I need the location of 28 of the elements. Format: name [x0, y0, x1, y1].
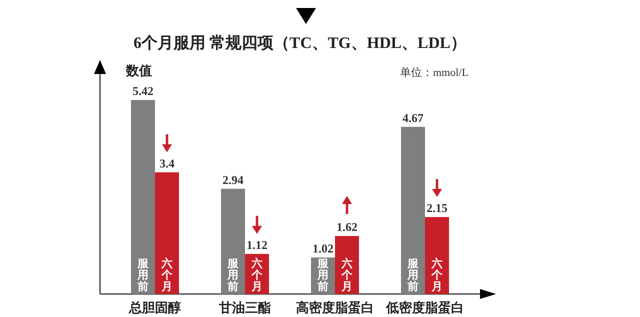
text: 六个月 — [252, 258, 262, 293]
y-axis-title: 数值 — [125, 63, 152, 78]
data-label: 1.12 — [246, 238, 268, 252]
data-label: 2.94 — [222, 172, 244, 187]
text: 六个月 — [342, 258, 352, 293]
data-label: 2.15 — [426, 201, 448, 216]
x-tick-label: 高密度脂蛋白 — [296, 300, 374, 315]
data-label: 3.4 — [160, 156, 174, 170]
data-label: 5.42 — [132, 84, 154, 98]
bar — [131, 100, 155, 294]
text: 服用前 — [138, 258, 148, 293]
chart-title: 6个月服用 常规四项（TC、TG、HDL、LDL） — [134, 34, 466, 52]
x-tick-label: 低密度脂蛋白 — [385, 300, 464, 315]
text: 服用前 — [228, 258, 238, 293]
bar — [401, 126, 425, 294]
data-label: 1.02 — [312, 241, 334, 256]
text: 服用前 — [408, 258, 418, 293]
series-label: 服用前 — [316, 258, 330, 293]
series-label: 六个月 — [160, 257, 174, 293]
text: 单位：mmol/L — [400, 66, 469, 79]
text: 六个月 — [432, 258, 442, 293]
x-tick-label: 甘油三酯 — [218, 300, 271, 315]
bar — [155, 172, 179, 294]
data-label: 4.67 — [402, 110, 424, 125]
bar — [425, 217, 449, 294]
x-tick-label: 总胆固醇 — [128, 300, 181, 315]
bar — [221, 188, 245, 294]
data-label: 1.62 — [336, 220, 358, 234]
